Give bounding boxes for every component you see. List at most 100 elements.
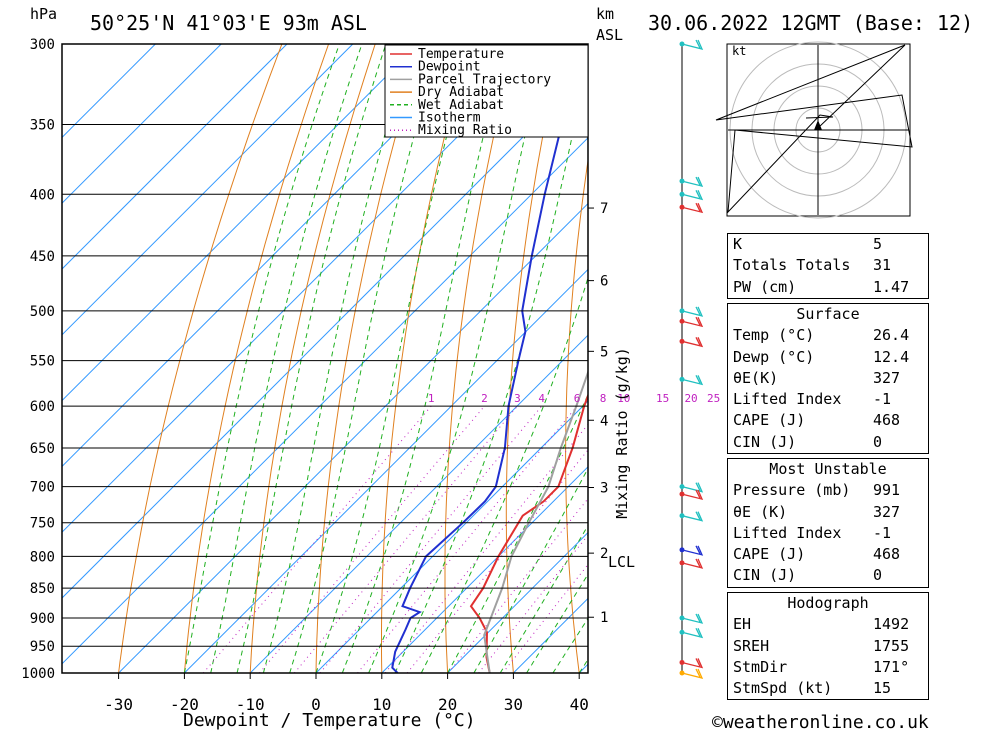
hpa-unit-label: hPa (30, 5, 58, 23)
hodograph-row: StmDir 171° (728, 657, 928, 678)
hodograph-label: StmSpd (kt) (733, 679, 833, 698)
wet-adiabat-line (447, 393, 588, 673)
isotherm-line (249, 334, 588, 673)
mixing-ratio-label: 2 (481, 392, 488, 405)
temp-tick-label: 20 (438, 695, 457, 714)
wind-barb (681, 306, 704, 317)
mixing-ratio-line (259, 405, 485, 673)
x-axis-label: Dewpoint / Temperature (°C) (183, 710, 476, 731)
km-tick-label: 4 (600, 413, 608, 429)
isotherm-line (62, 44, 288, 270)
credit-label: ©weatheronline.co.uk (712, 712, 929, 733)
hodograph-title: Hodograph (787, 594, 869, 612)
km-tick-label: 7 (600, 201, 608, 217)
wind-barb (681, 316, 704, 328)
surface-value: 12.4 (873, 347, 910, 366)
hodograph-value: 1755 (873, 636, 910, 655)
pressure-tick-label: 1000 (21, 666, 55, 682)
pressure-tick-label: 500 (30, 304, 55, 320)
wind-barb (681, 545, 704, 556)
pressure-tick-label: 400 (30, 187, 55, 203)
pressure-tick-label: 900 (30, 611, 55, 627)
wind-barb (681, 658, 704, 669)
pressure-tick-label: 850 (30, 581, 55, 597)
most-unstable-label: Lifted Index (733, 523, 842, 542)
wind-barb (681, 375, 704, 386)
surface-row: CAPE (J) 468 (728, 410, 928, 431)
mixing-ratio-line (384, 423, 588, 673)
legend-entry: Wet Adiabat (418, 98, 504, 113)
km-tick-label: 1 (600, 610, 608, 626)
most-unstable-label: Pressure (mb) (733, 481, 851, 500)
surface-value: 0 (873, 432, 883, 451)
most-unstable-value: -1 (873, 523, 892, 542)
parcel-trajectory-line (483, 369, 588, 673)
index-value: 31 (873, 256, 892, 275)
surface-row: θE(K) 327 (728, 368, 928, 389)
most-unstable-label: CAPE (J) (733, 545, 806, 564)
pressure-tick-label: 450 (30, 249, 55, 265)
wind-barb (681, 482, 704, 493)
legend-entry: Parcel Trajectory (418, 72, 551, 87)
km-tick-label: 2 (600, 546, 608, 562)
hodograph-trace (715, 44, 913, 214)
isotherm-line (62, 71, 588, 599)
wet-adiabat-line (420, 276, 588, 673)
wind-barb (681, 176, 704, 188)
surface-label: CIN (J) (733, 432, 797, 451)
mixing-ratio-line (319, 405, 543, 673)
mixing-ratio-line (478, 534, 588, 673)
index-row: PW (cm) 1.47 (728, 277, 928, 298)
surface-title: Surface (796, 305, 860, 323)
surface-value: -1 (873, 390, 892, 409)
asl-unit-label: ASL (596, 26, 624, 44)
surface-row: CIN (J) 0 (728, 432, 928, 453)
wind-barb (681, 511, 704, 522)
most-unstable-row: θE (K) 327 (728, 502, 928, 523)
index-value: 5 (873, 235, 883, 253)
kt-unit-label: kt (732, 44, 747, 58)
most-unstable-value: 327 (873, 502, 901, 521)
surface-label: Temp (°C) (733, 326, 815, 345)
temp-tick-label: 0 (311, 695, 321, 714)
dry-adiabat-line (249, 44, 376, 673)
dry-adiabat-line (679, 44, 711, 673)
dry-adiabat-line (183, 44, 330, 673)
temp-tick-label: 40 (570, 695, 589, 714)
mixing-ratio-line (502, 563, 588, 673)
wind-barb (681, 337, 704, 348)
legend-entry: Dewpoint (418, 60, 481, 75)
pressure-tick-label: 700 (30, 480, 55, 496)
temp-tick-label: 30 (504, 695, 523, 714)
pressure-tick-label: 800 (30, 549, 55, 565)
surface-label: CAPE (J) (733, 411, 806, 430)
location-title: 50°25'N 41°03'E 93m ASL (90, 11, 367, 35)
wet-adiabat-line (236, 44, 387, 673)
isotherm-line (62, 44, 551, 533)
legend-entry: Dry Adiabat (418, 85, 504, 100)
km-tick-label: 3 (600, 481, 608, 497)
lcl-label: LCL (608, 553, 636, 571)
wind-barb (681, 190, 704, 201)
wind-barb (681, 202, 704, 214)
pressure-tick-label: 950 (30, 639, 55, 655)
hodograph-value: 1492 (873, 615, 910, 634)
wet-adiabat-line (262, 44, 413, 673)
hodograph-label: StmDir (733, 657, 788, 676)
wind-barb (681, 489, 704, 501)
surface-value: 468 (873, 411, 901, 430)
index-row: Totals Totals 31 (728, 255, 928, 276)
temp-tick-label: 10 (372, 695, 391, 714)
dry-adiabat-line (935, 44, 1000, 673)
most-unstable-row: Pressure (mb) 991 (728, 480, 928, 501)
most-unstable-row: CIN (J) 0 (728, 565, 928, 586)
mixing-ratio-label: 20 (684, 392, 697, 405)
isotherm-line (118, 202, 588, 673)
dry-adiabat-line (315, 44, 423, 673)
isotherm-line (62, 137, 588, 665)
hodograph-value: 15 (873, 679, 892, 698)
most-unstable-table: Most Unstable Pressure (mb) 991 θE (K) 327… (727, 458, 929, 588)
index-label: Totals Totals (733, 256, 851, 275)
most-unstable-value: 991 (873, 481, 901, 500)
